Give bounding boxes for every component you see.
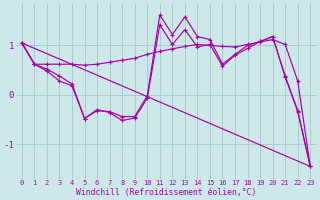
X-axis label: Windchill (Refroidissement éolien,°C): Windchill (Refroidissement éolien,°C): [76, 188, 256, 197]
